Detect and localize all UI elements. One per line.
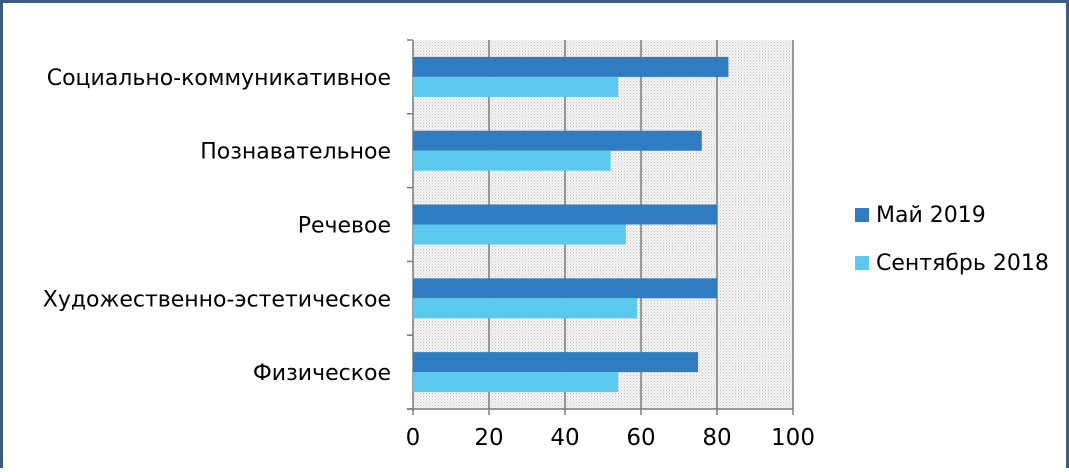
y-category-label: Речевое [298,214,391,239]
y-category-label: Художественно-эстетическое [43,287,391,312]
legend-label: Май 2019 [876,203,986,228]
legend-swatch [855,256,869,270]
bar-may-2019 [413,204,717,225]
legend-label: Сентябрь 2018 [876,251,1049,276]
bar-may-2019 [413,130,702,151]
x-tick-label: 40 [550,425,579,451]
bar-september-2018 [413,372,619,393]
bar-may-2019 [413,56,729,77]
y-category-label: Физическое [253,361,391,386]
y-category-label: Социально-коммуникативное [47,66,391,91]
bar-september-2018 [413,150,611,171]
bar-september-2018 [413,76,619,97]
x-tick-label: 100 [771,425,815,451]
x-tick-label: 80 [702,425,731,451]
bar-may-2019 [413,278,717,299]
bar-september-2018 [413,298,638,319]
x-tick-label: 20 [474,425,503,451]
bar-september-2018 [413,224,626,245]
bar-chart: 0 20 40 60 80 100 Социально-коммуникативное Поз… [43,39,1049,451]
x-tick-label: 0 [406,425,421,451]
legend-swatch [855,208,869,222]
y-category-label: Познавательное [200,140,391,165]
x-tick-label: 60 [626,425,655,451]
bar-may-2019 [413,352,698,373]
